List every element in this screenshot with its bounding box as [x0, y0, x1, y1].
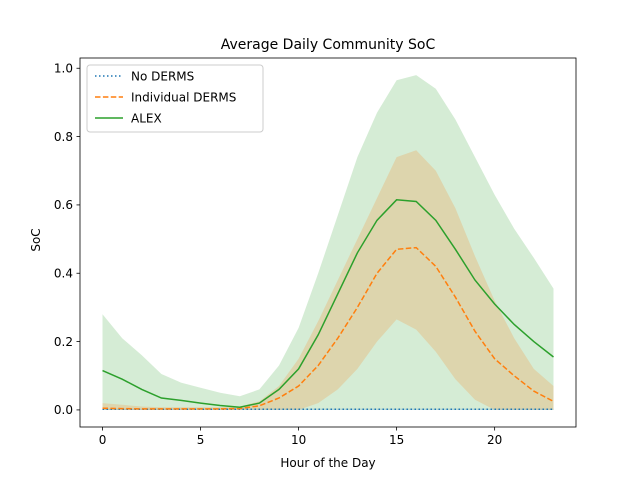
x-tick-label: 10	[291, 433, 306, 447]
line-individual-derms	[102, 246, 554, 410]
x-tick-label: 5	[197, 433, 205, 447]
axes: 0 5 10 15 20 0.0 0.2 0.4 0.6 0.8 1.0	[54, 57, 577, 447]
legend-box	[86, 64, 264, 133]
y-tick-label: 1.0	[54, 62, 73, 76]
series-lines	[102, 199, 554, 410]
x-tick-label: 15	[389, 433, 404, 447]
band-alex	[102, 75, 554, 410]
y-tick-label: 0.4	[54, 267, 73, 281]
line-alex	[102, 199, 554, 408]
x-axis-label: Hour of the Day	[280, 456, 375, 470]
x-tick-label: 0	[99, 433, 107, 447]
y-tick-label: 0.2	[54, 335, 73, 349]
plot-frame	[79, 57, 577, 428]
legend: No DERMS Individual DERMS ALEX	[86, 64, 264, 133]
y-tick-label: 0.8	[54, 130, 73, 144]
chart-title: Average Daily Community SoC	[221, 37, 436, 53]
legend-label: No DERMS	[131, 70, 194, 84]
y-tick-label: 0.0	[54, 403, 73, 417]
legend-label: Individual DERMS	[131, 91, 236, 105]
legend-label: ALEX	[131, 112, 162, 126]
x-tick-label: 20	[487, 433, 502, 447]
band-individual-derms	[102, 150, 554, 410]
y-axis-label: SoC	[29, 228, 43, 251]
y-tick-label: 0.6	[54, 198, 73, 212]
